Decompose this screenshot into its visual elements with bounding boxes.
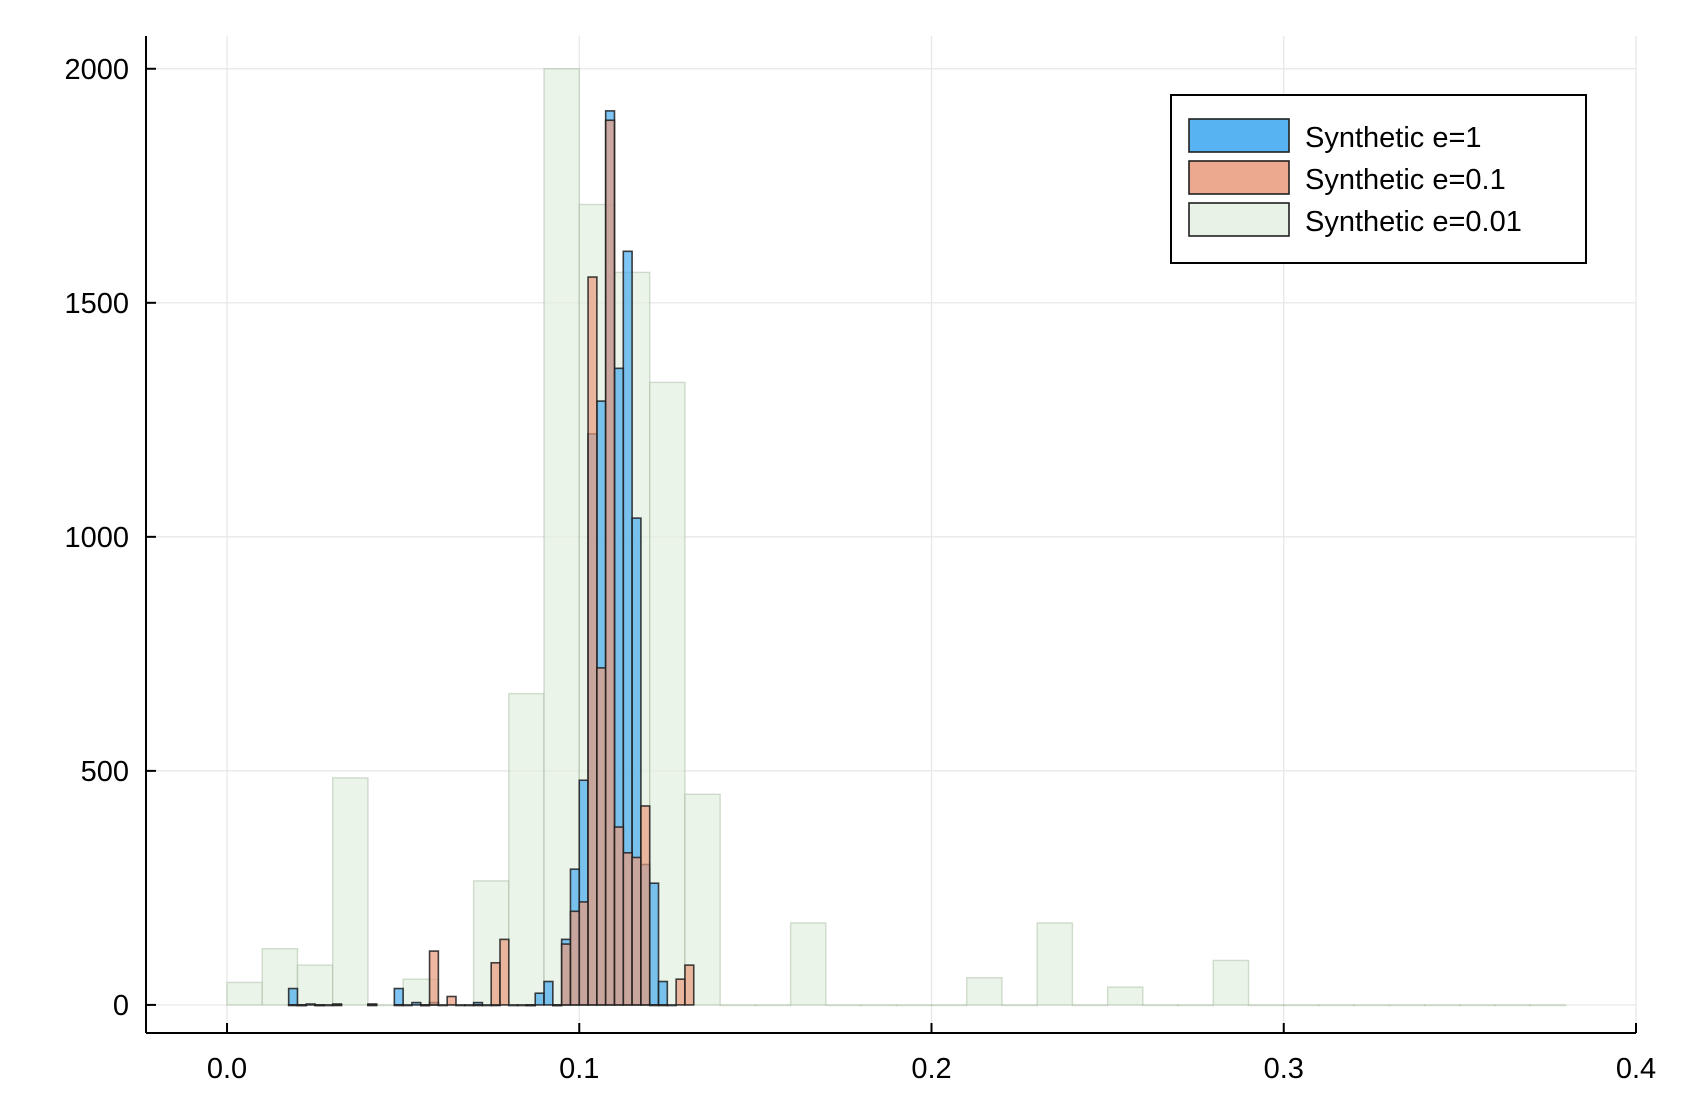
histogram-bar: [1142, 1004, 1179, 1007]
histogram-bar: [552, 1004, 563, 1007]
histogram-bar: [481, 1004, 493, 1007]
histogram-bar: [1071, 1004, 1109, 1007]
histogram-bar: [560, 943, 572, 1006]
histogram-bar: [1283, 1004, 1320, 1007]
histogram-bar: [1459, 1004, 1496, 1007]
histogram-bar: [1494, 1004, 1532, 1007]
histogram-bar: [508, 692, 545, 1006]
histogram-bar: [1529, 1004, 1567, 1007]
histogram-bar: [825, 1004, 862, 1007]
histogram-bar: [534, 992, 545, 1006]
histogram-bar: [331, 1004, 343, 1007]
histogram-bar: [508, 1004, 519, 1007]
histogram-bar: [1388, 1004, 1426, 1007]
histogram-bar: [287, 1004, 299, 1007]
histogram-bar: [314, 1004, 325, 1007]
y-tick-label: 1000: [64, 522, 129, 554]
histogram-bar: [525, 1004, 537, 1007]
legend-label: Synthetic e=0.1: [1305, 164, 1506, 196]
histogram-bar: [1247, 1004, 1285, 1007]
histogram-bar: [1036, 922, 1074, 1006]
histogram-bar: [226, 981, 263, 1006]
legend-swatch: [1188, 160, 1290, 195]
legend: Synthetic e=1 Synthetic e=0.1 Synthetic e=…: [1170, 94, 1587, 264]
histogram-bar: [1177, 1004, 1215, 1007]
histogram-bar: [1353, 1004, 1391, 1007]
series-2: [287, 119, 695, 1007]
x-tick-label: 0.3: [1264, 1053, 1304, 1085]
histogram-bar: [323, 1004, 334, 1007]
histogram-bar: [455, 1004, 466, 1007]
histogram-bar: [393, 1004, 404, 1007]
histogram-bar: [578, 901, 589, 1006]
histogram-bar: [613, 826, 625, 1006]
histogram-bar: [666, 1004, 677, 1007]
legend-label: Synthetic e=1: [1305, 122, 1482, 154]
histogram-bars: [226, 68, 1567, 1007]
histogram-bar: [1001, 1004, 1038, 1007]
histogram-bar: [930, 1004, 968, 1007]
histogram-bar: [895, 1004, 933, 1007]
histogram-bar: [411, 1001, 422, 1006]
y-tick-label: 0: [113, 990, 129, 1022]
histogram-bar: [499, 938, 510, 1006]
axes: 0.0 0.1 0.2 0.3 0.4 0 500 1000 1500 2000: [64, 36, 1656, 1085]
x-tick-label: 0.4: [1616, 1053, 1656, 1085]
y-tick-label: 500: [81, 756, 129, 788]
histogram-bar: [472, 1004, 484, 1007]
histogram-bar: [684, 964, 695, 1006]
x-tick-label: 0.0: [207, 1053, 247, 1085]
histogram-bar: [657, 1004, 669, 1007]
histogram-bar: [296, 964, 334, 1006]
histogram-bar: [543, 68, 580, 1006]
histogram-bar: [305, 1003, 316, 1006]
x-tick-label: 0.2: [911, 1053, 951, 1085]
histogram-bar: [1423, 1004, 1461, 1007]
histogram-bar: [675, 978, 686, 1006]
histogram-bar: [569, 910, 581, 1006]
histogram-bar: [719, 1004, 757, 1007]
histogram-bar: [463, 1004, 475, 1007]
histogram-bar: [754, 1004, 792, 1007]
histogram-bar: [657, 980, 669, 1006]
x-tick-label: 0.1: [559, 1053, 599, 1085]
histogram-bar: [640, 805, 651, 1006]
histogram-bar: [622, 851, 633, 1006]
histogram-bar: [860, 1004, 897, 1007]
y-tick-label: 2000: [64, 54, 129, 86]
histogram-bar: [1106, 986, 1144, 1006]
histogram-bar: [648, 1004, 660, 1007]
histogram-bar: [393, 987, 404, 1006]
histogram-bar: [402, 1004, 413, 1007]
histogram-bar: [1212, 959, 1250, 1006]
histogram-bar: [490, 961, 501, 1006]
histogram-bar: [543, 980, 554, 1006]
histogram-bar: [604, 119, 616, 1006]
histogram-bar: [446, 995, 457, 1006]
histogram-bar: [367, 1004, 378, 1007]
legend-swatch: [1188, 202, 1290, 237]
histogram-bar: [287, 987, 299, 1006]
legend-swatch: [1188, 118, 1290, 153]
histogram-bar: [516, 1004, 528, 1007]
histogram-bar: [596, 667, 607, 1006]
histogram-bar: [437, 1004, 448, 1007]
histogram-bar: [789, 922, 827, 1006]
histogram-bar: [631, 856, 642, 1006]
histogram-bar: [428, 950, 440, 1006]
histogram-bar: [1318, 1004, 1355, 1007]
histogram-bar: [419, 1004, 431, 1007]
histogram-bar: [331, 777, 369, 1006]
histogram-bar: [587, 276, 598, 1006]
histogram-bar: [296, 1004, 308, 1007]
histogram-bar: [648, 882, 660, 1006]
y-tick-label: 1500: [64, 288, 129, 320]
legend-label: Synthetic e=0.01: [1305, 206, 1522, 238]
histogram-bar: [966, 977, 1003, 1006]
